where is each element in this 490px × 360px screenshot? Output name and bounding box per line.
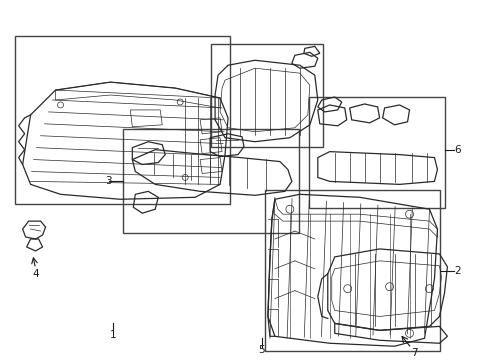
Text: 2: 2 — [454, 266, 461, 276]
Bar — [309, 97, 445, 208]
Bar — [211, 44, 323, 147]
Text: 4: 4 — [32, 269, 39, 279]
Text: 6: 6 — [454, 145, 461, 155]
Bar — [15, 36, 230, 204]
Bar — [123, 129, 299, 233]
Text: 1: 1 — [110, 330, 117, 340]
Bar — [265, 190, 441, 351]
Text: 3: 3 — [105, 176, 112, 186]
Text: 5: 5 — [259, 345, 265, 355]
Text: 7: 7 — [411, 348, 418, 358]
